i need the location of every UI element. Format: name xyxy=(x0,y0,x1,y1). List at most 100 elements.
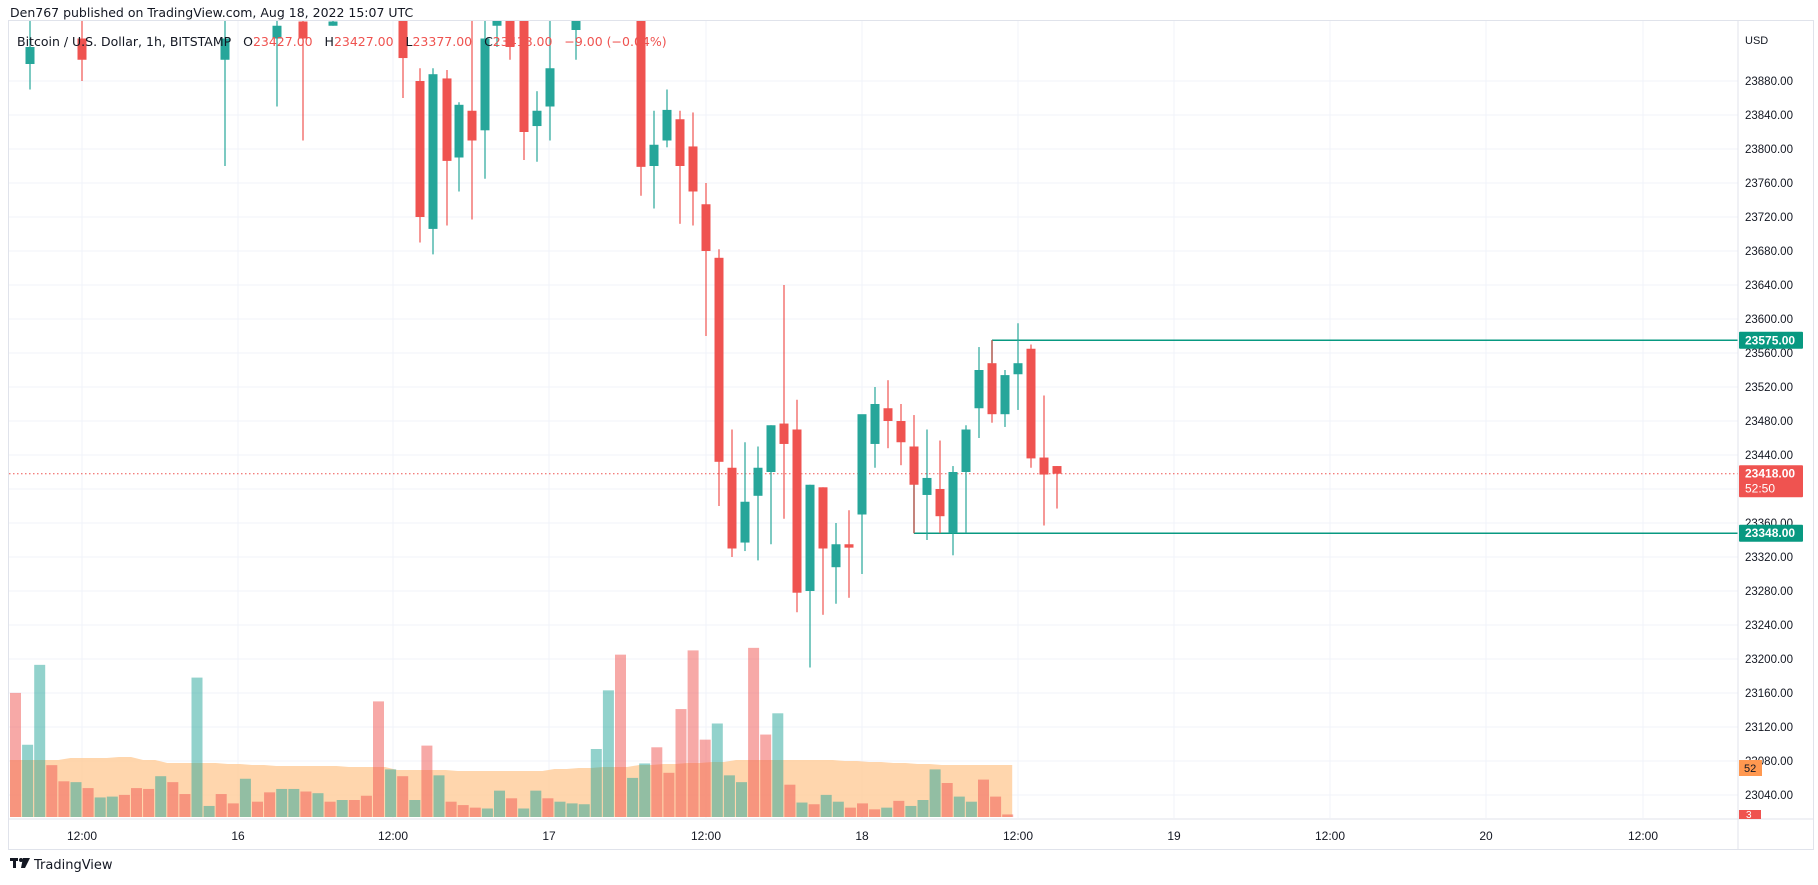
candle-body xyxy=(532,110,542,127)
volume-bar xyxy=(445,801,457,817)
volume-bar xyxy=(360,795,372,817)
volume-bar xyxy=(893,800,905,817)
candle-body xyxy=(272,25,282,39)
price-tick-label: 23120.00 xyxy=(1745,722,1793,734)
price-tick-label: 23480.00 xyxy=(1745,416,1793,428)
volume-bar xyxy=(578,804,590,817)
candle-body xyxy=(818,487,828,549)
candle-body xyxy=(220,38,230,60)
close-value: 23418.00 xyxy=(492,34,553,49)
volume-bar xyxy=(312,793,324,817)
volume-bar xyxy=(602,690,614,817)
volume-bar xyxy=(215,794,227,817)
candle-body xyxy=(870,404,880,444)
volume-bar xyxy=(869,809,881,817)
volume-bar xyxy=(288,788,300,817)
price-tick-label: 23600.00 xyxy=(1745,314,1793,326)
candle-body xyxy=(974,370,984,409)
volume-ma-badge xyxy=(1739,760,1762,776)
volume-bar xyxy=(276,788,288,817)
close-label: C xyxy=(484,34,493,49)
change-percent: (−0.04%) xyxy=(606,34,667,49)
volume-bar xyxy=(252,801,263,817)
candle-body xyxy=(766,425,776,472)
candle-body xyxy=(467,110,477,141)
candle-body xyxy=(987,363,997,415)
volume-bar xyxy=(699,739,711,817)
time-tick-label: 12:00 xyxy=(1003,829,1033,843)
candle-body xyxy=(77,38,87,60)
volume-bar xyxy=(844,807,856,817)
volume-bar xyxy=(143,788,155,817)
candle-body xyxy=(480,38,490,131)
volume-bar xyxy=(118,794,130,817)
high-value: 23427.00 xyxy=(333,34,394,49)
price-tick-label: 23880.00 xyxy=(1745,76,1793,88)
volume-bar xyxy=(590,749,602,817)
volume-bar xyxy=(239,778,251,817)
candle-body xyxy=(688,146,698,192)
candle-body xyxy=(831,544,841,568)
low-label: L xyxy=(405,34,413,49)
candle-body xyxy=(25,47,35,64)
candle-body xyxy=(492,21,502,26)
symbol-title: Bitcoin / U.S. Dollar, 1h, BITSTAMP xyxy=(17,34,232,49)
ohlc-legend: Bitcoin / U.S. Dollar, 1h, BITSTAMP O 234… xyxy=(17,34,667,49)
volume-bar xyxy=(832,801,844,817)
support-badge xyxy=(1739,524,1803,542)
volume-bar xyxy=(748,647,760,817)
volume-bar xyxy=(820,794,832,817)
candle-body xyxy=(415,81,425,217)
price-tick-label: 23760.00 xyxy=(1745,178,1793,190)
volume-bar xyxy=(106,796,118,817)
tradingview-logo[interactable]: TradingView xyxy=(10,857,113,873)
candle-body xyxy=(844,544,854,548)
volume-value: 3 xyxy=(1746,810,1752,821)
price-tick-label: 23680.00 xyxy=(1745,246,1793,258)
candle-body xyxy=(298,21,308,39)
volume-bar xyxy=(22,744,34,817)
candle-body xyxy=(442,78,452,161)
volume-bar xyxy=(94,797,106,817)
volume-bar xyxy=(34,664,46,817)
volume-bar xyxy=(965,801,977,817)
candle-body xyxy=(571,21,581,30)
volume-bar xyxy=(82,788,94,817)
candle-body xyxy=(922,477,932,495)
candle-body xyxy=(935,489,945,517)
volume-bar xyxy=(953,796,965,817)
volume-bar xyxy=(736,782,747,817)
price-tick-label: 23800.00 xyxy=(1745,144,1793,156)
price-tick-label: 23840.00 xyxy=(1745,110,1793,122)
candle-body xyxy=(740,501,750,543)
volume-bar xyxy=(324,801,336,817)
volume-bar xyxy=(711,723,723,817)
publish-info: Den767 published on TradingView.com, Aug… xyxy=(10,5,414,20)
volume-bar xyxy=(373,701,384,817)
resistance-badge xyxy=(1739,331,1803,349)
volume-bar xyxy=(1002,814,1014,817)
volume-bar xyxy=(457,805,469,817)
candle-body xyxy=(857,414,867,515)
price-tick-label: 23200.00 xyxy=(1745,654,1793,666)
time-tick-label: 12:00 xyxy=(1628,829,1658,843)
volume-bar xyxy=(627,777,639,817)
candle-body xyxy=(883,408,893,421)
candle-body xyxy=(1039,457,1049,475)
volume-bar xyxy=(191,677,203,817)
time-tick-label: 12:00 xyxy=(378,829,408,843)
last-price-badge xyxy=(1739,465,1803,498)
candle-body xyxy=(545,68,555,107)
time-tick-label: 18 xyxy=(855,829,869,843)
volume-ma-value: 52 xyxy=(1744,763,1756,775)
candle-body xyxy=(792,429,802,593)
volume-bar xyxy=(155,776,167,817)
time-tick-label: 12:00 xyxy=(67,829,97,843)
candle-body xyxy=(961,429,971,472)
candle-body xyxy=(1000,375,1010,415)
volume-bar xyxy=(941,783,953,817)
price-tick-label: 23560.00 xyxy=(1745,348,1793,360)
candle-body xyxy=(1013,363,1023,375)
open-label: O xyxy=(243,34,253,49)
